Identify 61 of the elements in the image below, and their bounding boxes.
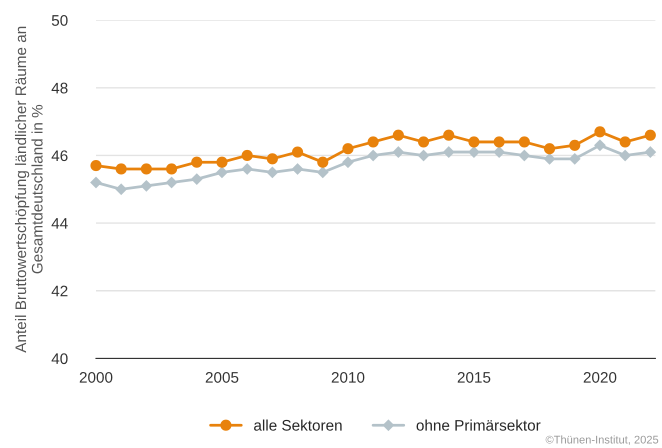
point — [594, 139, 606, 152]
point — [368, 136, 379, 148]
point — [190, 173, 203, 186]
point — [166, 176, 178, 188]
point — [241, 163, 254, 175]
point — [620, 136, 631, 148]
point — [266, 166, 278, 178]
point — [468, 136, 480, 148]
y-axis-title: Anteil Bruttowertschöpfung ländlicher Räume an Gesamtdeutschland in % — [14, 26, 43, 353]
point — [568, 152, 581, 165]
point — [392, 146, 404, 158]
point — [468, 146, 480, 158]
point — [569, 140, 580, 151]
point — [266, 153, 278, 164]
point — [316, 166, 329, 178]
point — [140, 180, 152, 192]
y-tick-label: 44 — [52, 218, 68, 229]
point — [367, 150, 380, 162]
point — [619, 150, 632, 162]
text: ©Thünen-Institut, 2025 — [546, 435, 658, 445]
point — [544, 152, 556, 165]
point — [292, 146, 304, 158]
point — [317, 156, 328, 168]
point — [493, 146, 506, 158]
point — [443, 130, 454, 141]
legend-label: alle Sektoren — [254, 420, 342, 431]
x-tick-label: 2010 — [332, 372, 364, 383]
point — [494, 136, 505, 148]
point — [644, 130, 656, 141]
point — [216, 166, 228, 178]
point — [292, 163, 304, 175]
point — [342, 156, 354, 168]
point — [90, 176, 102, 188]
point — [544, 143, 556, 154]
point — [140, 163, 152, 175]
x-tick-label: 2000 — [80, 372, 112, 383]
point — [242, 150, 253, 162]
y-tick-label: 48 — [52, 82, 68, 94]
point — [342, 143, 354, 154]
y-tick-label: 50 — [52, 15, 68, 26]
point — [216, 156, 228, 168]
x-tick-label: 2020 — [584, 372, 616, 383]
point — [518, 136, 530, 148]
y-tick-label: 42 — [52, 286, 68, 296]
point — [418, 150, 430, 162]
legend-label: ohne Primärsektor — [416, 420, 540, 431]
point — [392, 130, 404, 141]
point — [518, 150, 530, 162]
point — [191, 156, 202, 168]
x-tick-label: 2015 — [458, 372, 490, 383]
point — [115, 183, 128, 196]
point — [166, 163, 178, 175]
y-tick-label: 40 — [52, 353, 68, 364]
point — [116, 163, 127, 175]
point — [418, 136, 430, 148]
point — [644, 146, 656, 158]
point — [442, 146, 455, 158]
point — [594, 126, 606, 138]
y-tick-label: 46 — [52, 150, 68, 162]
x-tick-label: 2005 — [206, 372, 238, 383]
point — [90, 160, 102, 172]
